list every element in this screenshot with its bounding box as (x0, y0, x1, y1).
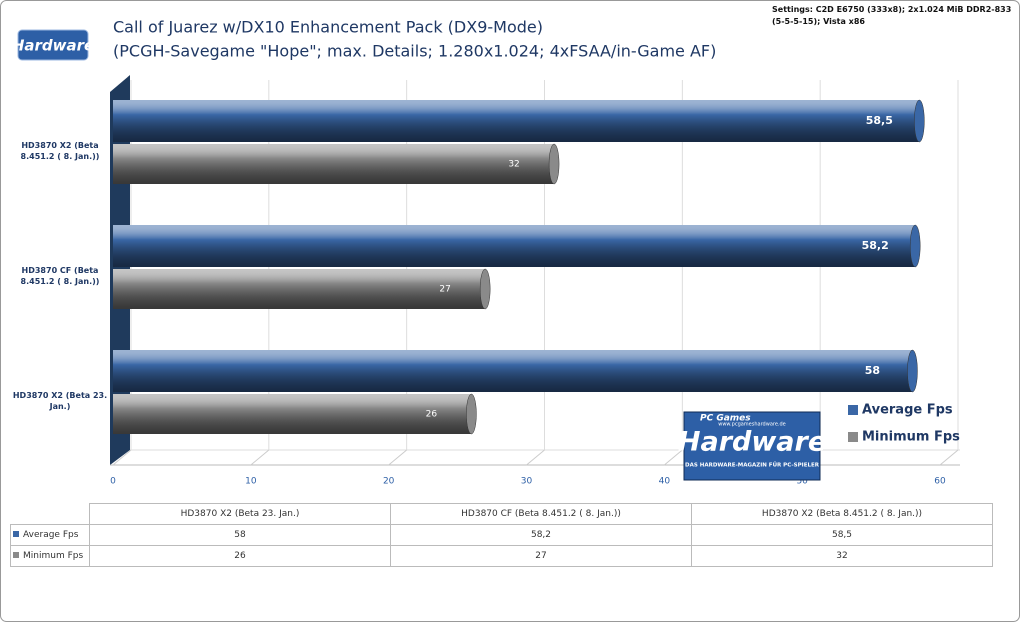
legend-swatch (848, 432, 858, 442)
table-header: HD3870 X2 (Beta 8.451.2 ( 8. Jan.)) (691, 503, 993, 525)
x-tick-label: 30 (521, 477, 533, 487)
table-corner (11, 504, 90, 525)
logo-large: PC Games www.pcgameshardware.de Hardware… (678, 411, 826, 481)
table-cell: 58,2 (390, 524, 692, 546)
logo-small-box (17, 29, 89, 61)
value-label: 58,2 (862, 239, 889, 252)
legend-label: Average Fps (862, 403, 953, 418)
logo-tagline: DAS HARDWARE-MAGAZIN FÜR PC-SPIELER (685, 462, 820, 469)
table-swatch (13, 552, 19, 558)
logo-url: www.pcgameshardware.de (718, 422, 786, 428)
floor-grid-line (939, 449, 959, 466)
table-series-name: Average Fps (23, 530, 79, 540)
settings-note: Settings: C2D E6750 (333x8); 2x1.024 MiB… (772, 5, 1012, 26)
x-tick-label: 40 (659, 477, 671, 487)
table-row: Average Fps 58 58,2 58,5 (10, 524, 993, 546)
chart-subtitle: (PCGH-Savegame "Hope"; max. Details; 1.2… (113, 42, 716, 61)
x-tick-label: 60 (934, 477, 946, 487)
floor-grid-line (388, 449, 407, 466)
table-header: HD3870 CF (Beta 8.451.2 ( 8. Jan.)) (390, 503, 692, 525)
logo-small: Hardware (12, 37, 94, 55)
bar-cap (466, 393, 477, 435)
table-series-name: Minimum Fps (23, 551, 84, 561)
x-tick-label: 0 (110, 477, 116, 487)
table-header-row: HD3870 X2 (Beta 23. Jan.) HD3870 CF (Beta… (11, 503, 993, 525)
y-tick-label: HD3870 CF (Beta 8.451.2 ( 8. Jan.)) (20, 266, 100, 286)
table-swatch (13, 531, 19, 537)
table-cell: 32 (691, 545, 993, 567)
settings-note-box: Settings: C2D E6750 (333x8); 2x1.024 MiB… (772, 5, 1012, 26)
floor-grid-line (526, 449, 545, 466)
bar-cap (909, 224, 921, 268)
bar (113, 225, 916, 267)
y-tick-label: HD3870 X2 (Beta 23. Jan.) (12, 391, 108, 411)
table-cell: 58 (89, 524, 391, 546)
value-label: 32 (508, 160, 519, 170)
bar (113, 100, 920, 142)
logo-large-text: Hardware (678, 427, 826, 458)
floor-grid-line (664, 449, 683, 466)
bar (113, 269, 486, 309)
value-label: 27 (439, 285, 450, 295)
bar-cap (548, 143, 560, 185)
legend-label: Minimum Fps (862, 430, 960, 445)
bar (113, 394, 472, 434)
logo-large-box (683, 411, 821, 481)
value-label: 58 (865, 364, 880, 377)
legend-swatch (848, 405, 858, 415)
bar-cap (907, 349, 918, 393)
x-tick-label: 50 (796, 477, 808, 487)
data-table: HD3870 X2 (Beta 23. Jan.) HD3870 CF (Beta… (10, 503, 993, 567)
table-row-header: Minimum Fps (10, 545, 90, 567)
table-row: Minimum Fps 26 27 32 (10, 545, 993, 567)
x-tick-label: 10 (245, 477, 257, 487)
floor-grid-line (250, 449, 270, 466)
table-cell: 26 (89, 545, 391, 567)
table-cell: 27 (390, 545, 692, 567)
table-row-header: Average Fps (10, 524, 90, 546)
table-header: HD3870 X2 (Beta 23. Jan.) (89, 503, 391, 525)
logo-brand: PC Games (700, 414, 751, 424)
value-label: 26 (426, 410, 438, 420)
floor-grid-line (112, 449, 132, 466)
bar (113, 350, 913, 392)
y-tick-label: HD3870 X2 (Beta 8.451.2 ( 8. Jan.)) (20, 141, 100, 161)
x-tick-label: 20 (383, 477, 395, 487)
bar (113, 144, 555, 184)
table-cell: 58,5 (691, 524, 993, 546)
chart-title: Call of Juarez w/DX10 Enhancement Pack (… (113, 18, 543, 37)
value-label: 58,5 (866, 114, 893, 127)
bar-cap (914, 99, 925, 143)
bar-cap (479, 268, 491, 310)
